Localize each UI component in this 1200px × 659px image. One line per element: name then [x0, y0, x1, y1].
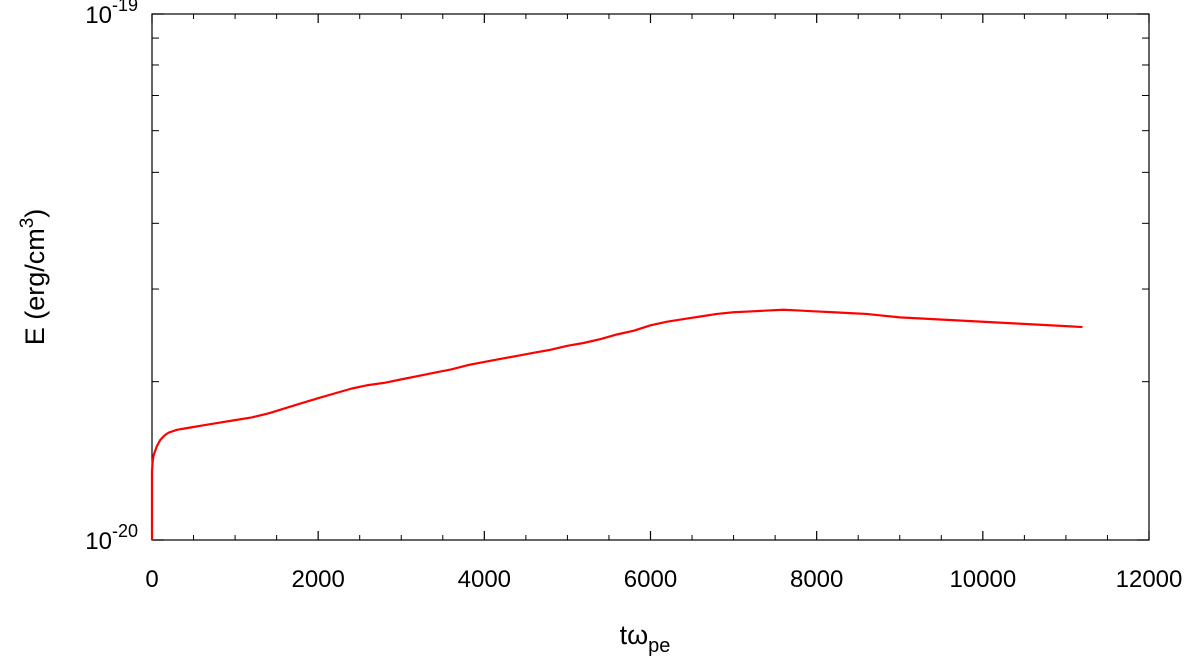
y-tick-label: 10-19	[85, 0, 138, 29]
plot-frame	[151, 13, 1150, 541]
x-axis-title: tωpe	[620, 620, 671, 657]
y-axis: 10-20 10-19	[85, 0, 1149, 555]
x-tick-label: 0	[145, 566, 158, 593]
series-line	[150, 308, 1083, 540]
x-tick-label: 2000	[291, 566, 344, 593]
x-tick-label: 12000	[1116, 566, 1183, 593]
minor-tick-group	[152, 14, 1149, 540]
x-tick-label: 6000	[624, 566, 677, 593]
y-axis-title: E (erg/cm3)	[17, 209, 50, 346]
x-tick-label: 4000	[458, 566, 511, 593]
x-tick-label: 10000	[949, 566, 1016, 593]
y-tick-label: 10-20	[85, 521, 138, 555]
x-tick-label: 8000	[790, 566, 843, 593]
x-axis: 0 2000 4000 6000 8000 10000 12000	[145, 14, 1182, 593]
